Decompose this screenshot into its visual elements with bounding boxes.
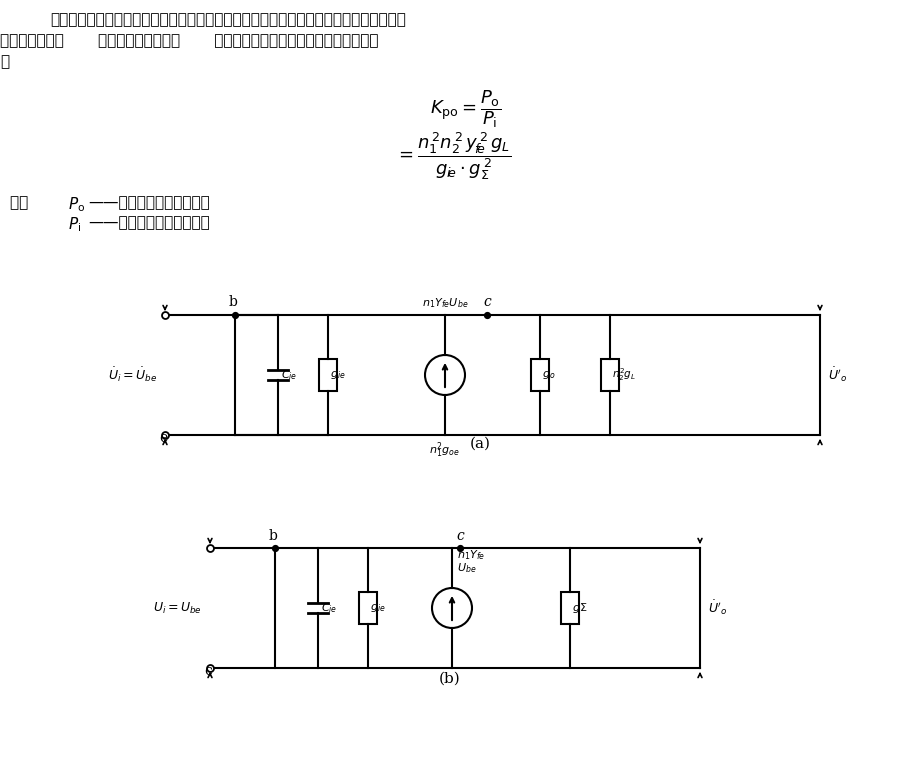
Text: b: b (269, 529, 278, 543)
Text: (a): (a) (470, 437, 491, 451)
Text: $g\Sigma$: $g\Sigma$ (572, 601, 588, 615)
Bar (601, 359, 619, 391)
Text: $P_{\rm o}$: $P_{\rm o}$ (68, 195, 85, 213)
Text: $g_{ie}$: $g_{ie}$ (330, 369, 345, 381)
Text: e: e (159, 431, 167, 445)
Text: c: c (204, 664, 212, 678)
Text: c: c (484, 295, 491, 309)
Bar (561, 592, 579, 624)
Text: $C_{ie}$: $C_{ie}$ (281, 368, 297, 382)
Text: $\dot{U}_i = \dot{U}_{be}$: $\dot{U}_i = \dot{U}_{be}$ (108, 366, 157, 384)
Text: $n_1^2 g_{oe}$: $n_1^2 g_{oe}$ (430, 440, 461, 460)
Text: $\dot{U}'_o$: $\dot{U}'_o$ (708, 598, 728, 618)
Text: c: c (456, 529, 464, 543)
Text: 得: 得 (0, 54, 9, 69)
Text: $g_{ie}$: $g_{ie}$ (370, 602, 386, 614)
Text: ——放大电路的输出功率；: ——放大电路的输出功率； (88, 195, 209, 210)
Bar (319, 359, 337, 391)
Text: $K_{\rm po} = \dfrac{P_{\rm o}}{P_{\rm i}}$: $K_{\rm po} = \dfrac{P_{\rm o}}{P_{\rm i… (430, 88, 501, 130)
Text: $U_i = U_{be}$: $U_i = U_{be}$ (153, 601, 202, 615)
Text: ——放大电路的输入功率。: ——放大电路的输入功率。 (88, 215, 209, 230)
Text: (b): (b) (439, 672, 461, 686)
Text: 反馈。则可将图       的等效电路简化为图       的输出回路谐振时的等效电路。据此可求: 反馈。则可将图 的等效电路简化为图 的输出回路谐振时的等效电路。据此可求 (0, 33, 378, 48)
Text: $P_{\rm i}$: $P_{\rm i}$ (68, 215, 81, 233)
Text: $= \dfrac{n_1^{\,2} n_2^{\,2}\, y_{\!f\!e}^{\,2}\, g_L}{g_{i\!e} \cdot g_{\Sigma: $= \dfrac{n_1^{\,2} n_2^{\,2}\, y_{\!f\!… (395, 130, 512, 182)
Text: 如果考虑到放大电路工作在谐振条件下，假设其工作频率不是很高，并可忽略管子内部的: 如果考虑到放大电路工作在谐振条件下，假设其工作频率不是很高，并可忽略管子内部的 (50, 12, 406, 27)
Bar (531, 359, 549, 391)
Text: $U_{be}$: $U_{be}$ (457, 561, 476, 575)
Text: 式中: 式中 (10, 195, 43, 210)
Text: $n_1 Y_{fe} U_{be}$: $n_1 Y_{fe} U_{be}$ (421, 296, 468, 310)
Bar (359, 592, 377, 624)
Text: $n_2^2 g_L$: $n_2^2 g_L$ (612, 366, 636, 383)
Text: $\dot{U}'_o$: $\dot{U}'_o$ (828, 366, 847, 384)
Text: $g_o$: $g_o$ (542, 369, 556, 381)
Text: b: b (228, 295, 238, 309)
Text: $C_{ie}$: $C_{ie}$ (321, 601, 337, 615)
Text: $n_1 Y_{fe}$: $n_1 Y_{fe}$ (457, 548, 485, 562)
